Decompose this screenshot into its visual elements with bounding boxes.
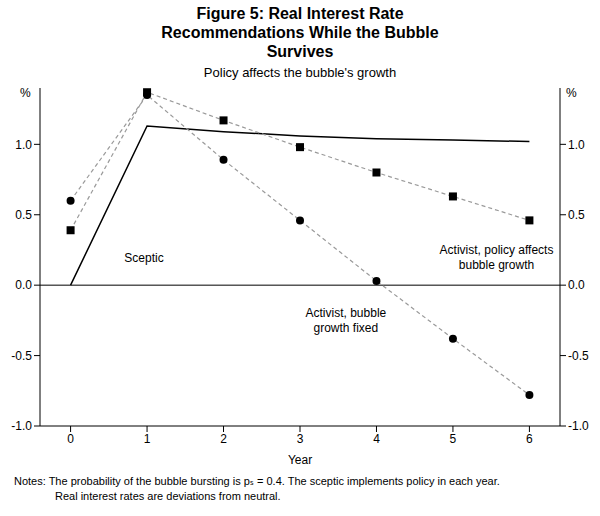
- svg-text:Sceptic: Sceptic: [124, 251, 163, 265]
- svg-text:Year: Year: [288, 453, 312, 466]
- html-text:Notes: The probability of the: Notes: The probability of the bubble bur…: [14, 475, 500, 487]
- svg-text:0.5: 0.5: [568, 208, 585, 222]
- svg-text:-1.0: -1.0: [568, 419, 589, 433]
- svg-text:0.0: 0.0: [568, 278, 585, 292]
- html-text:Figure 5: Real Interest Rate R: Figure 5: Real Interest Rate Recommendat…: [161, 5, 439, 60]
- svg-text:-0.5: -0.5: [568, 349, 589, 363]
- svg-text:0.0: 0.0: [15, 278, 32, 292]
- svg-text:0.5: 0.5: [15, 208, 32, 222]
- svg-text:5: 5: [450, 432, 457, 446]
- svg-text:Activist, bubblegrowth fixed: Activist, bubblegrowth fixed: [306, 306, 387, 335]
- svg-text:0: 0: [67, 432, 74, 446]
- svg-text:2: 2: [220, 432, 227, 446]
- svg-text:3: 3: [297, 432, 304, 446]
- svg-text:1.0: 1.0: [15, 138, 32, 152]
- svg-text:Activist, policy affectsbubble: Activist, policy affectsbubble growth: [440, 243, 554, 272]
- svg-text:1: 1: [144, 432, 151, 446]
- html-text:Real interest rates are deviat: Real interest rates are deviations from …: [55, 490, 281, 502]
- svg-text:4: 4: [373, 432, 380, 446]
- svg-text:1.0: 1.0: [568, 138, 585, 152]
- svg-text:6: 6: [526, 432, 533, 446]
- svg-text:-0.5: -0.5: [11, 349, 32, 363]
- html-text:Policy affects the bubble's gr: Policy affects the bubble's growth: [203, 65, 397, 80]
- svg-text:-1.0: -1.0: [11, 419, 32, 433]
